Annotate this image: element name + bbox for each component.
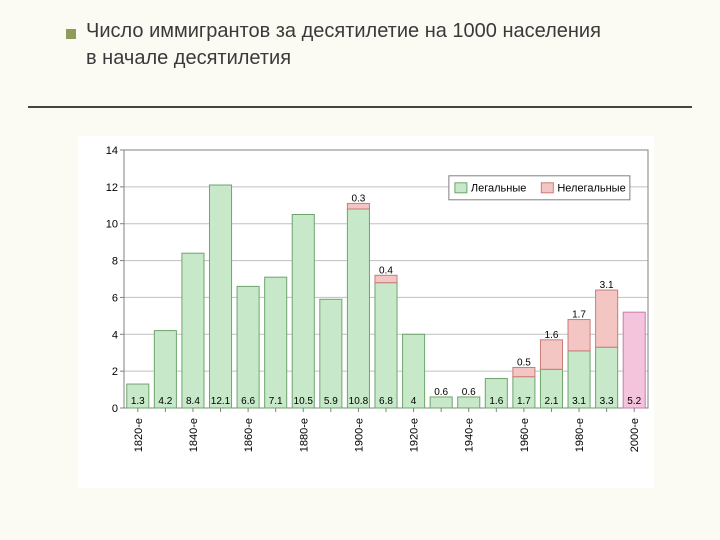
svg-text:12: 12 bbox=[106, 182, 118, 194]
svg-text:1920-е: 1920-е bbox=[409, 418, 421, 452]
svg-text:0: 0 bbox=[112, 403, 118, 415]
svg-text:1.7: 1.7 bbox=[572, 310, 586, 321]
immigration-chart: 0 2 4 6 8 10 12 14 1.3 4.2 8.4 12.1 6.6 7.1 10.5 5.9 10.… bbox=[78, 136, 654, 488]
svg-text:8: 8 bbox=[112, 256, 118, 268]
title-area: Число иммигрантов за десятилетие на 1000… bbox=[86, 18, 646, 72]
svg-text:1.3: 1.3 bbox=[131, 396, 145, 407]
svg-text:3.3: 3.3 bbox=[600, 396, 614, 407]
svg-text:0.6: 0.6 bbox=[462, 387, 476, 398]
svg-text:1940-е: 1940-е bbox=[464, 418, 476, 452]
svg-text:10.8: 10.8 bbox=[349, 396, 369, 407]
svg-text:Легальные: Легальные bbox=[471, 183, 526, 195]
title-bullet bbox=[66, 29, 76, 39]
svg-text:6.6: 6.6 bbox=[241, 396, 255, 407]
svg-text:Нелегальные: Нелегальные bbox=[557, 183, 625, 195]
svg-text:0.3: 0.3 bbox=[351, 193, 365, 204]
svg-text:1.7: 1.7 bbox=[517, 396, 531, 407]
svg-text:1880-е: 1880-е bbox=[298, 418, 310, 452]
svg-text:14: 14 bbox=[106, 145, 118, 157]
svg-text:8.4: 8.4 bbox=[186, 396, 200, 407]
svg-text:1980-е: 1980-е bbox=[574, 418, 586, 452]
svg-text:1900-е: 1900-е bbox=[353, 418, 365, 452]
svg-text:4: 4 bbox=[112, 329, 118, 341]
svg-text:0.4: 0.4 bbox=[379, 265, 393, 276]
svg-text:2: 2 bbox=[112, 366, 118, 378]
svg-text:5.2: 5.2 bbox=[627, 396, 641, 407]
svg-text:3.1: 3.1 bbox=[600, 280, 614, 291]
divider-rule bbox=[28, 106, 692, 108]
svg-text:1960-е: 1960-е bbox=[519, 418, 531, 452]
svg-text:2000-е: 2000-е bbox=[629, 418, 641, 452]
svg-text:4: 4 bbox=[411, 396, 417, 407]
svg-text:1.6: 1.6 bbox=[489, 396, 503, 407]
svg-text:1.6: 1.6 bbox=[545, 330, 559, 341]
slide: Число иммигрантов за десятилетие на 1000… bbox=[0, 0, 720, 540]
svg-text:10: 10 bbox=[106, 219, 118, 231]
svg-text:10.5: 10.5 bbox=[294, 396, 314, 407]
svg-text:6: 6 bbox=[112, 292, 118, 304]
svg-text:2.1: 2.1 bbox=[545, 396, 559, 407]
svg-text:1840-е: 1840-е bbox=[188, 418, 200, 452]
svg-text:1820-е: 1820-е bbox=[133, 418, 145, 452]
svg-text:6.8: 6.8 bbox=[379, 396, 393, 407]
svg-text:0.5: 0.5 bbox=[517, 357, 531, 368]
chart-container: 0 2 4 6 8 10 12 14 1.3 4.2 8.4 12.1 6.6 7.1 10.5 5.9 10.… bbox=[78, 136, 654, 488]
svg-text:1860-е: 1860-е bbox=[243, 418, 255, 452]
svg-text:12.1: 12.1 bbox=[211, 396, 231, 407]
svg-text:7.1: 7.1 bbox=[269, 396, 283, 407]
title-line-2: в начале десятилетия bbox=[86, 45, 646, 72]
svg-text:5.9: 5.9 bbox=[324, 396, 338, 407]
svg-text:0.6: 0.6 bbox=[434, 387, 448, 398]
svg-text:4.2: 4.2 bbox=[158, 396, 172, 407]
svg-text:3.1: 3.1 bbox=[572, 396, 586, 407]
title-line-1: Число иммигрантов за десятилетие на 1000… bbox=[86, 18, 646, 45]
